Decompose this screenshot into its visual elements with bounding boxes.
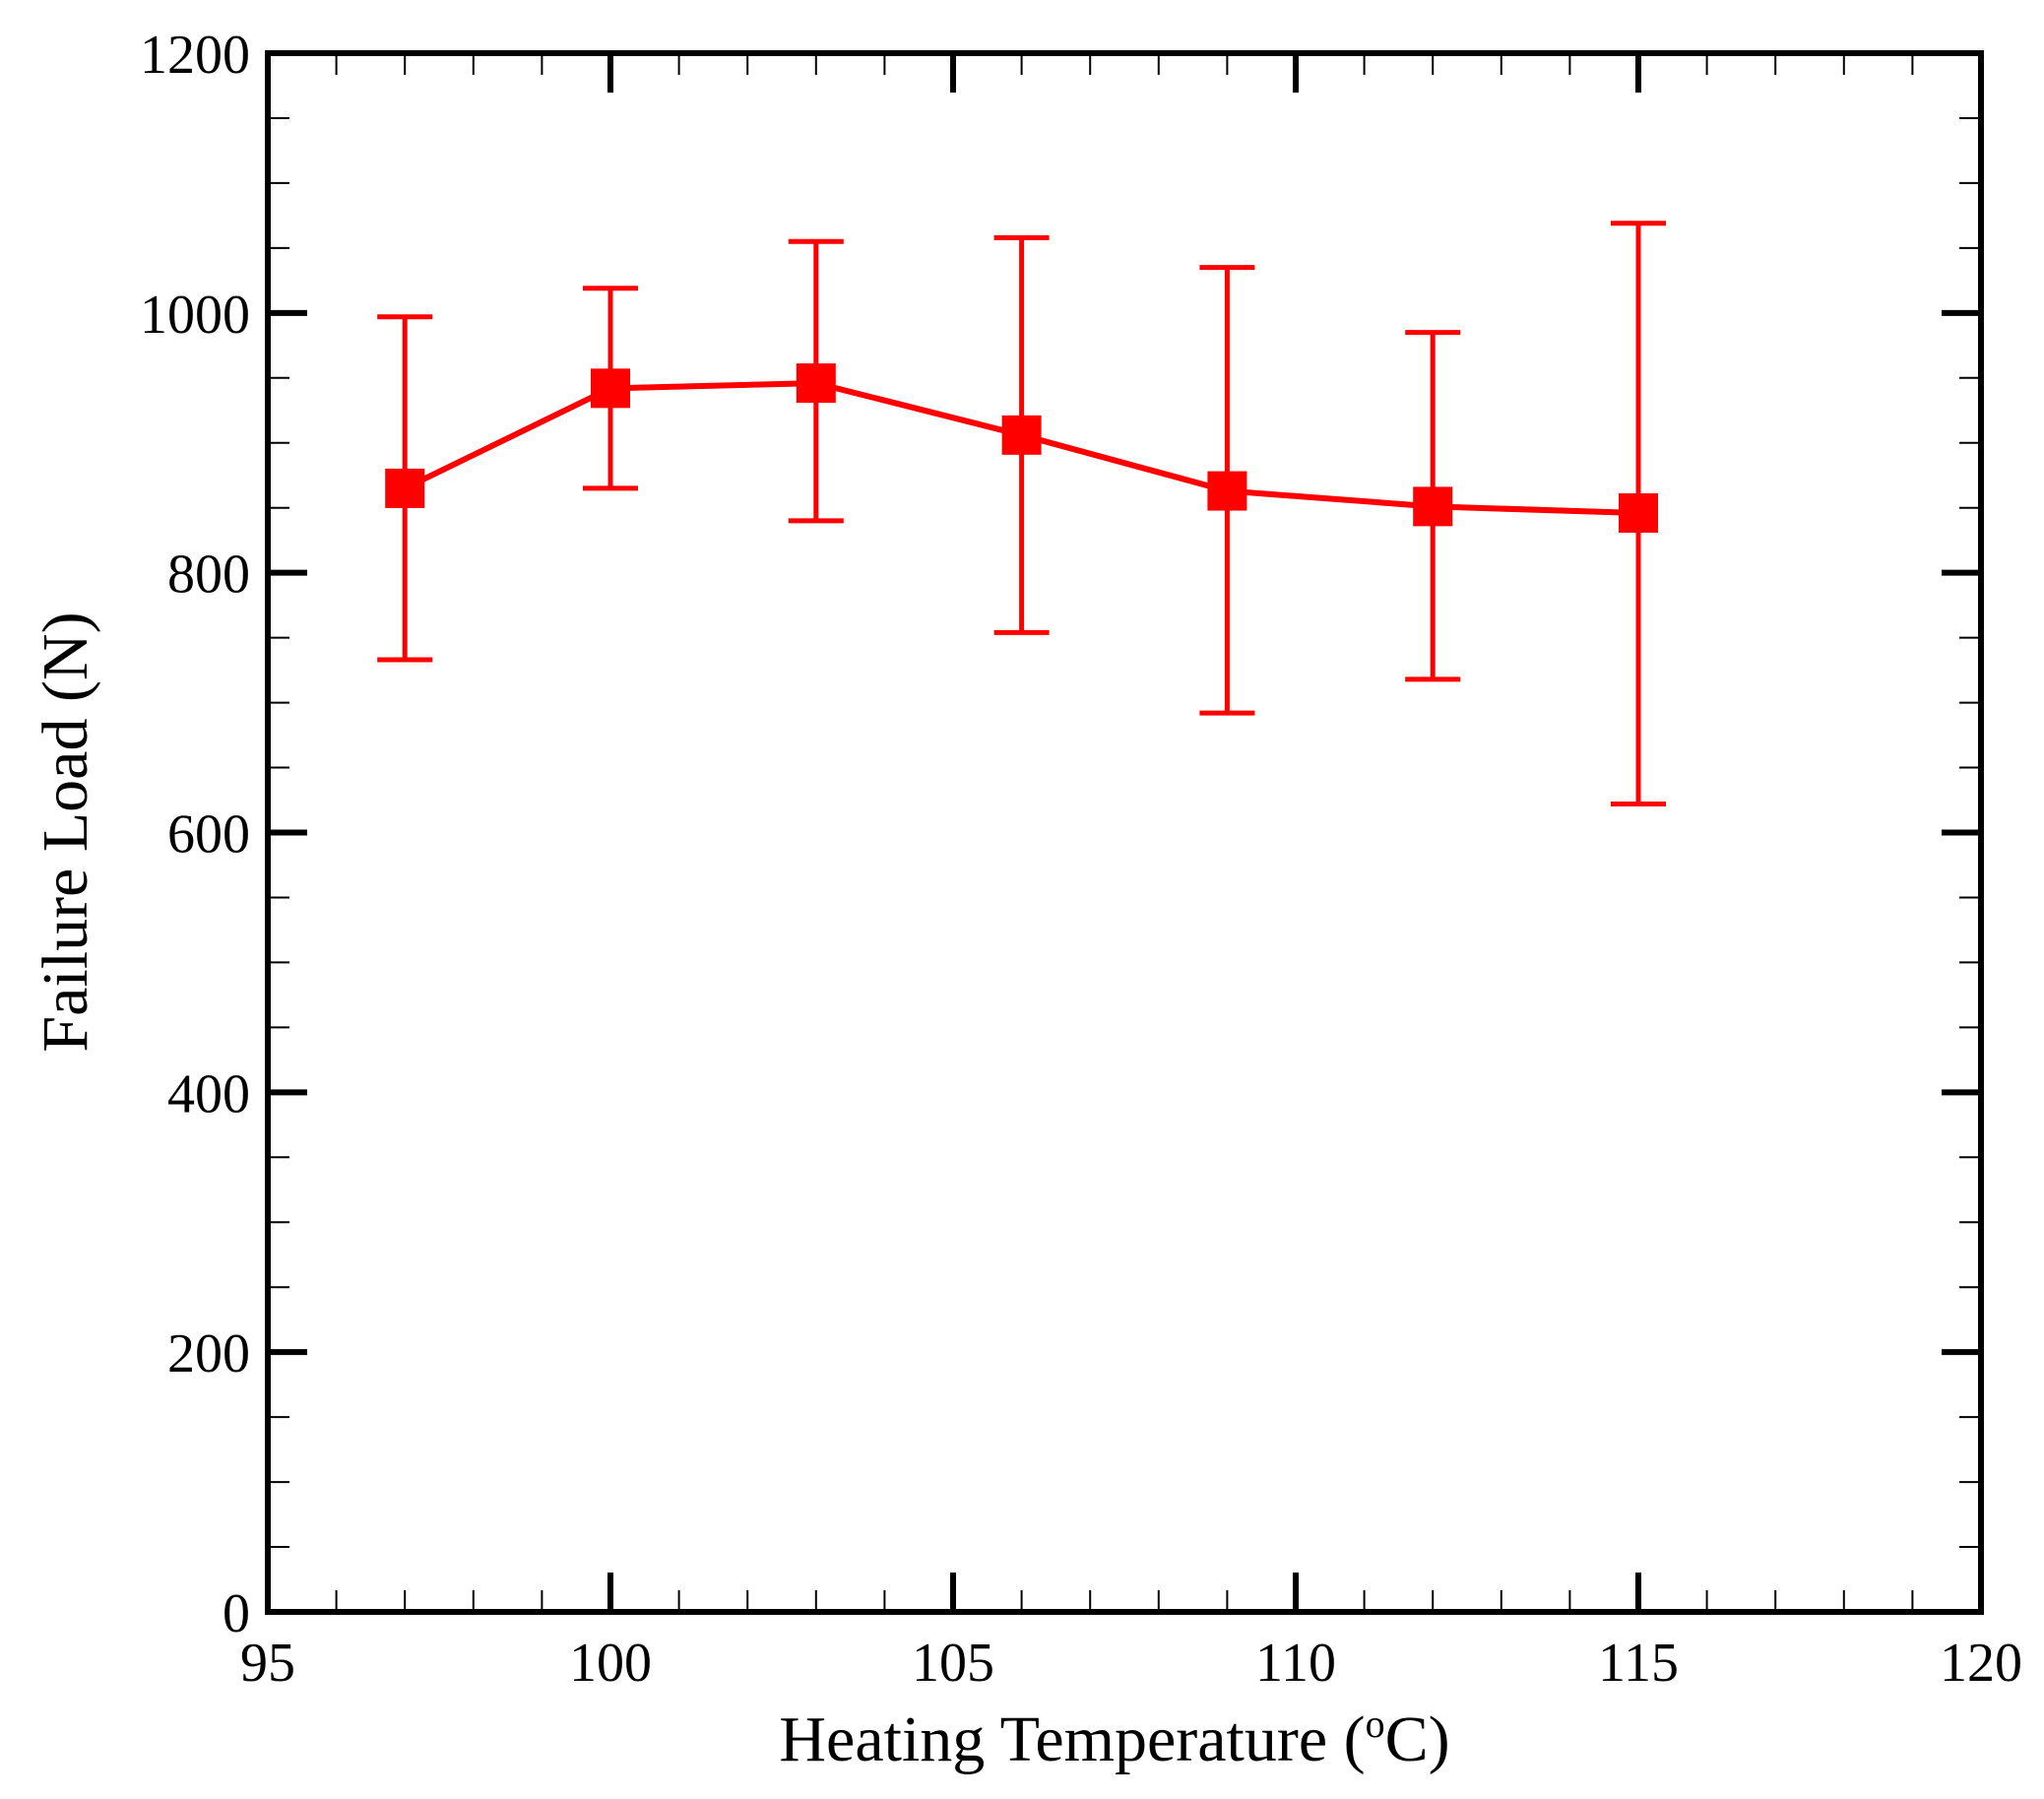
- y-tick-labels: 0 200 400 600 800 1000 1200: [140, 25, 250, 1644]
- x-axis-title: Heating Temperature (oC): [779, 1702, 1449, 1775]
- data-point-marker: [591, 368, 630, 409]
- data-point-marker: [1413, 486, 1453, 527]
- plot-frame: [265, 50, 1984, 1615]
- x-tick-label: 105: [912, 1633, 994, 1694]
- x-axis-title-superscript: o: [1366, 1702, 1385, 1746]
- x-tick-label: 95: [240, 1633, 295, 1694]
- x-tick-label: 115: [1598, 1633, 1679, 1694]
- x-axis-title-main: Heating Temperature (: [779, 1703, 1365, 1775]
- x-axis-title-end: C): [1385, 1703, 1450, 1775]
- y-tick-label: 0: [223, 1583, 250, 1644]
- y-tick-label: 400: [167, 1063, 250, 1124]
- x-tick-label: 110: [1255, 1633, 1336, 1694]
- y-tick-label: 600: [167, 804, 250, 866]
- y-axis-title: Failure Load (N): [30, 611, 101, 1052]
- x-tick-labels: 95 100 105 110 115 120: [240, 1633, 2022, 1694]
- y-tick-label: 1000: [140, 285, 250, 346]
- data-point-marker: [1207, 471, 1247, 511]
- minor-ticks: [268, 53, 1981, 1612]
- y-tick-label: 1200: [140, 25, 250, 86]
- data-point-marker: [385, 468, 425, 508]
- data-point-marker: [1619, 492, 1658, 533]
- data-point-marker: [796, 363, 836, 404]
- x-tick-label: 100: [569, 1633, 652, 1694]
- y-tick-label: 800: [167, 545, 250, 606]
- data-point-marker: [1001, 415, 1042, 455]
- y-tick-label: 200: [167, 1323, 250, 1384]
- major-ticks: [265, 50, 1984, 1615]
- x-tick-label: 120: [1940, 1633, 2022, 1694]
- plot-content: [377, 221, 1666, 806]
